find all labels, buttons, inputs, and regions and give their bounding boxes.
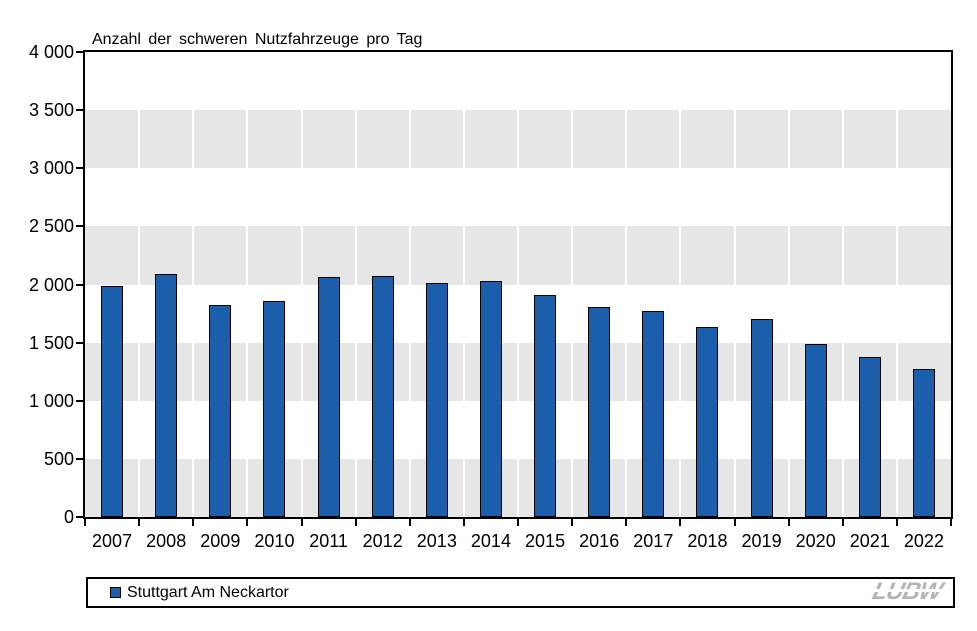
category-separator xyxy=(354,52,357,517)
x-tick xyxy=(192,519,195,526)
chart-title: Anzahl der schweren Nutzfahrzeuge pro Ta… xyxy=(92,31,423,48)
x-tick-label: 2008 xyxy=(146,531,187,551)
x-tick-label: 2015 xyxy=(525,531,566,551)
x-tick xyxy=(462,519,465,526)
y-tick-label: 3 000 xyxy=(28,158,74,179)
x-tick-label: 2007 xyxy=(92,531,133,551)
category-separator xyxy=(571,52,574,517)
category-separator xyxy=(517,52,519,517)
y-tick xyxy=(76,167,85,170)
x-tick-label: 2019 xyxy=(741,531,782,551)
y-tick-label: 500 xyxy=(43,448,74,469)
category-separator xyxy=(300,52,303,517)
x-tick xyxy=(246,519,249,526)
bar-2019 xyxy=(750,318,773,517)
x-tick xyxy=(625,519,628,526)
bar-2017 xyxy=(642,310,665,517)
y-tick-label: 2 500 xyxy=(28,216,74,237)
x-tick-label: 2012 xyxy=(362,531,403,551)
bar-2015 xyxy=(534,294,557,517)
category-separator xyxy=(895,52,898,517)
bar-2014 xyxy=(479,281,502,517)
x-tick xyxy=(138,519,141,526)
bar-2020 xyxy=(804,343,827,517)
y-tick-label: 4 000 xyxy=(28,42,74,62)
bar-2022 xyxy=(912,368,935,517)
x-tick xyxy=(787,519,790,526)
bar-2009 xyxy=(209,305,232,517)
bar-2008 xyxy=(155,274,178,517)
category-separator xyxy=(246,52,249,517)
x-tick-label: 2022 xyxy=(903,531,944,551)
y-tick xyxy=(76,399,85,402)
x-tick-label: 2017 xyxy=(633,531,674,551)
x-tick xyxy=(950,519,952,526)
lubw-logo-slit xyxy=(871,588,944,592)
x-tick xyxy=(841,519,844,526)
x-tick-label: 2018 xyxy=(687,531,728,551)
x-tick xyxy=(679,519,682,526)
category-separator xyxy=(733,52,736,517)
x-tick xyxy=(895,519,898,526)
x-tick-label: 2011 xyxy=(309,531,348,551)
x-tick xyxy=(517,519,519,526)
category-separator xyxy=(841,52,844,517)
legend-label: Stuttgart Am Neckartor xyxy=(127,583,289,601)
category-separator xyxy=(625,52,628,517)
bar-2011 xyxy=(317,276,340,517)
x-tick xyxy=(408,519,411,526)
bar-2007 xyxy=(101,285,124,517)
x-tick xyxy=(571,519,574,526)
x-tick xyxy=(84,519,86,526)
x-tick xyxy=(354,519,357,526)
y-tick xyxy=(76,341,85,344)
x-tick-label: 2013 xyxy=(416,531,457,551)
category-separator xyxy=(679,52,682,517)
x-tick xyxy=(733,519,736,526)
y-tick xyxy=(76,109,85,112)
x-tick-label: 2010 xyxy=(254,531,295,551)
y-tick xyxy=(76,516,85,518)
bar-2016 xyxy=(588,306,611,517)
y-tick xyxy=(76,51,85,53)
x-tick-label: 2014 xyxy=(470,531,511,551)
bar-2010 xyxy=(263,301,286,517)
category-separator xyxy=(192,52,195,517)
y-tick xyxy=(76,225,85,228)
plot-area xyxy=(83,50,953,519)
legend: Stuttgart Am Neckartor LUBW xyxy=(86,577,955,608)
y-tick-label: 1 500 xyxy=(28,332,74,353)
y-tick xyxy=(76,457,85,460)
y-tick-label: 2 000 xyxy=(28,274,74,295)
y-tick xyxy=(76,283,85,286)
bar-2013 xyxy=(425,282,448,517)
lubw-logo: LUBW xyxy=(870,578,945,605)
y-tick-label: 0 xyxy=(63,507,74,527)
category-separator xyxy=(408,52,411,517)
legend-marker-icon xyxy=(110,587,121,598)
bar-2018 xyxy=(696,326,719,517)
x-tick-label: 2021 xyxy=(849,531,890,551)
x-tick-label: 2020 xyxy=(795,531,836,551)
category-separator xyxy=(138,52,141,517)
x-tick-label: 2009 xyxy=(200,531,241,551)
category-separator xyxy=(787,52,790,517)
x-tick-label: 2016 xyxy=(579,531,620,551)
bar-2012 xyxy=(371,275,394,517)
y-tick-label: 1 000 xyxy=(28,390,74,411)
category-separator xyxy=(462,52,465,517)
y-tick-label: 3 500 xyxy=(28,100,74,121)
x-tick xyxy=(300,519,303,526)
bar-2021 xyxy=(858,356,881,517)
